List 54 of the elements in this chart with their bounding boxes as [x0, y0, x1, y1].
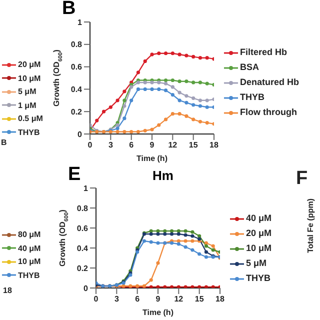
- y-tick-label: 0: [78, 130, 83, 139]
- legend-label: Denatured Hb: [239, 76, 300, 89]
- category-label: 0.5 μM: [17, 113, 43, 125]
- x-tick-label: 15: [188, 140, 198, 150]
- x-tick-label: 0: [94, 294, 99, 304]
- legend-label: 40 μM: [245, 212, 272, 225]
- legend-label: THYB: [239, 91, 266, 104]
- legend-label: BSA: [239, 61, 260, 74]
- text: Total Fe (ppm): [306, 198, 315, 253]
- chart-title: E: [68, 164, 81, 186]
- category-label: 20 μM: [17, 59, 42, 71]
- x-tick-label: 18: [210, 140, 219, 150]
- x-tick-label: 12: [168, 140, 178, 150]
- y-tick-label: 0.4: [70, 85, 83, 94]
- y-tick-label: 0.2: [76, 264, 89, 273]
- y-tick-label: 0.4: [76, 244, 89, 253]
- x-axis-title: Time (h): [142, 308, 174, 317]
- x-tick-label: 6: [135, 294, 140, 304]
- category-label: 1 μM: [17, 100, 38, 112]
- y-tick-label: 0.8: [70, 40, 83, 50]
- legend-label: Flow through: [239, 106, 298, 119]
- legend-label: THYB: [245, 272, 272, 285]
- chart-subtitle: Hm: [152, 168, 174, 183]
- text: F: [296, 168, 308, 190]
- chart-title: B: [62, 0, 76, 20]
- x-tick-label: 12: [174, 294, 184, 304]
- legend-label: 5 μM: [245, 257, 268, 270]
- x-tick-label: 15: [194, 294, 204, 304]
- category-label: 80 μM: [17, 229, 41, 241]
- text: 18: [3, 286, 12, 295]
- legend-label: 20 μM: [245, 227, 272, 240]
- category-label: THYB: [17, 270, 41, 282]
- x-tick-label: 3: [108, 140, 114, 150]
- legend-label: 10 μM: [245, 242, 272, 255]
- y-tick-label: 0.8: [76, 204, 89, 213]
- y-tick-label: 0.2: [70, 107, 83, 116]
- x-tick-label: 3: [114, 294, 120, 304]
- category-label: 10 μM: [17, 256, 41, 268]
- category-label: 5 μM: [17, 86, 38, 98]
- y-tick-label: 1: [84, 184, 89, 193]
- x-tick-label: 6: [129, 140, 134, 150]
- category-label: 40 μM: [17, 242, 41, 255]
- x-tick-label: 9: [156, 294, 161, 304]
- y-tick-label: 0: [84, 284, 89, 293]
- x-tick-label: 9: [150, 140, 155, 150]
- category-label: 10 μM: [17, 72, 42, 85]
- category-label: THYB: [17, 126, 41, 138]
- x-tick-label: 18: [216, 294, 225, 304]
- x-axis-title: Time (h): [136, 154, 168, 163]
- y-tick-label: 0.6: [76, 224, 89, 233]
- y-tick-label: 0.6: [70, 62, 83, 72]
- legend-label: Filtered Hb: [239, 46, 288, 59]
- y-tick-label: 1: [78, 18, 83, 27]
- text: B: [1, 138, 7, 147]
